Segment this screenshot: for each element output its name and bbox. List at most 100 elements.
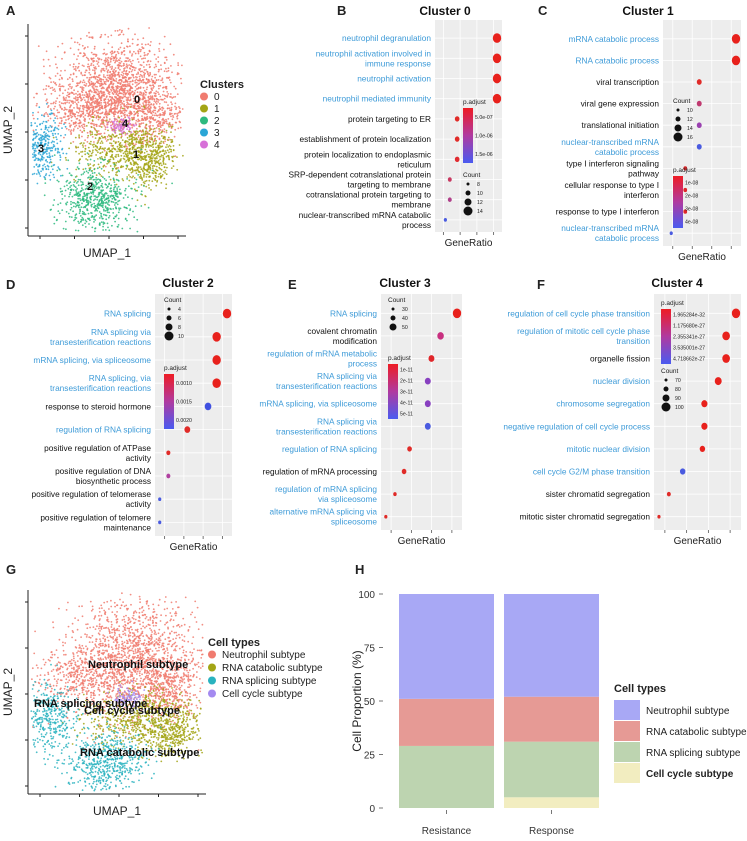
umap-point [106,79,108,81]
umap-point [110,685,112,688]
umap-point [117,94,119,96]
umap-point [66,78,69,81]
umap-point [103,609,106,612]
umap-point [131,118,134,121]
umap-point [79,86,82,89]
umap-point [104,82,106,85]
umap-point [55,63,57,66]
umap-point [81,216,84,219]
umap-point [50,102,52,105]
umap-point [92,82,94,84]
umap-point [148,107,151,110]
umap-point [45,85,48,87]
umap-point [58,104,61,106]
umap-point [170,150,173,153]
umap-point [164,110,166,113]
umap-point [58,94,61,97]
umap-point [153,139,156,142]
umap-point [126,627,129,630]
umap-point [98,217,101,219]
umap-point [131,73,133,76]
umap-point [39,153,42,156]
umap-point [97,57,99,59]
umap-point [94,148,97,151]
umap-point [127,141,129,143]
umap-point [121,592,123,595]
umap-point [147,111,150,114]
umap-point [55,100,57,102]
umap-point [94,683,97,686]
umap-point [102,217,104,220]
umap-point [154,174,157,177]
umap-point [143,174,145,177]
umap-point [50,109,53,112]
umap-point [97,102,100,105]
umap-point [95,110,98,112]
umap-point [159,122,162,125]
umap-point [105,192,108,195]
umap-point [88,155,90,158]
umap-point [134,99,137,102]
umap-point [115,57,118,60]
umap-point [121,83,124,86]
umap-point [120,149,122,152]
umap-point [125,80,127,83]
umap-point [104,106,107,108]
umap-point [80,72,83,75]
umap-point [121,102,124,105]
umap-point [59,74,62,77]
umap-point [116,723,119,726]
umap-point [125,60,128,63]
umap-point [132,104,135,107]
umap-point [95,208,98,211]
umap-point [109,121,112,124]
umap-point [142,145,145,148]
umap-point [129,60,132,63]
umap-point [89,198,92,201]
umap-point [115,120,118,123]
umap-point [76,188,78,190]
umap-point [153,109,155,112]
umap-point [115,178,118,181]
umap-point [154,101,157,104]
umap-point [90,106,92,109]
umap-point [131,176,133,179]
umap-point [113,631,116,634]
umap-point [135,178,138,181]
umap-point [99,77,101,80]
umap-point [138,130,141,133]
umap-point [160,154,163,157]
umap-point [136,58,139,60]
umap-point [103,69,106,72]
umap-point [168,144,171,147]
umap-point [97,141,100,143]
umap-point [153,610,156,613]
umap-point [117,155,120,158]
umap-point [115,193,118,196]
umap-point [42,145,45,148]
umap-point [152,164,155,167]
umap-point [150,112,153,115]
umap-point [104,119,107,122]
umap-point [114,185,117,188]
umap-point [128,119,131,122]
umap-point [135,107,138,110]
umap-point [108,183,110,186]
umap-point [114,104,116,107]
umap-point [49,117,52,120]
umap-x-label: UMAP_1 [93,804,141,818]
umap-point [32,131,35,133]
umap-point [156,97,158,100]
umap-point [165,183,168,186]
umap-point [79,220,82,223]
umap-point [102,208,105,211]
umap-point [87,187,89,190]
umap-point [183,635,186,638]
umap-point [149,71,152,74]
umap-point [144,133,147,136]
umap-point [115,92,118,94]
umap-point [148,140,151,143]
umap-point [72,201,74,204]
umap-point [84,74,86,77]
umap-point [32,156,34,159]
